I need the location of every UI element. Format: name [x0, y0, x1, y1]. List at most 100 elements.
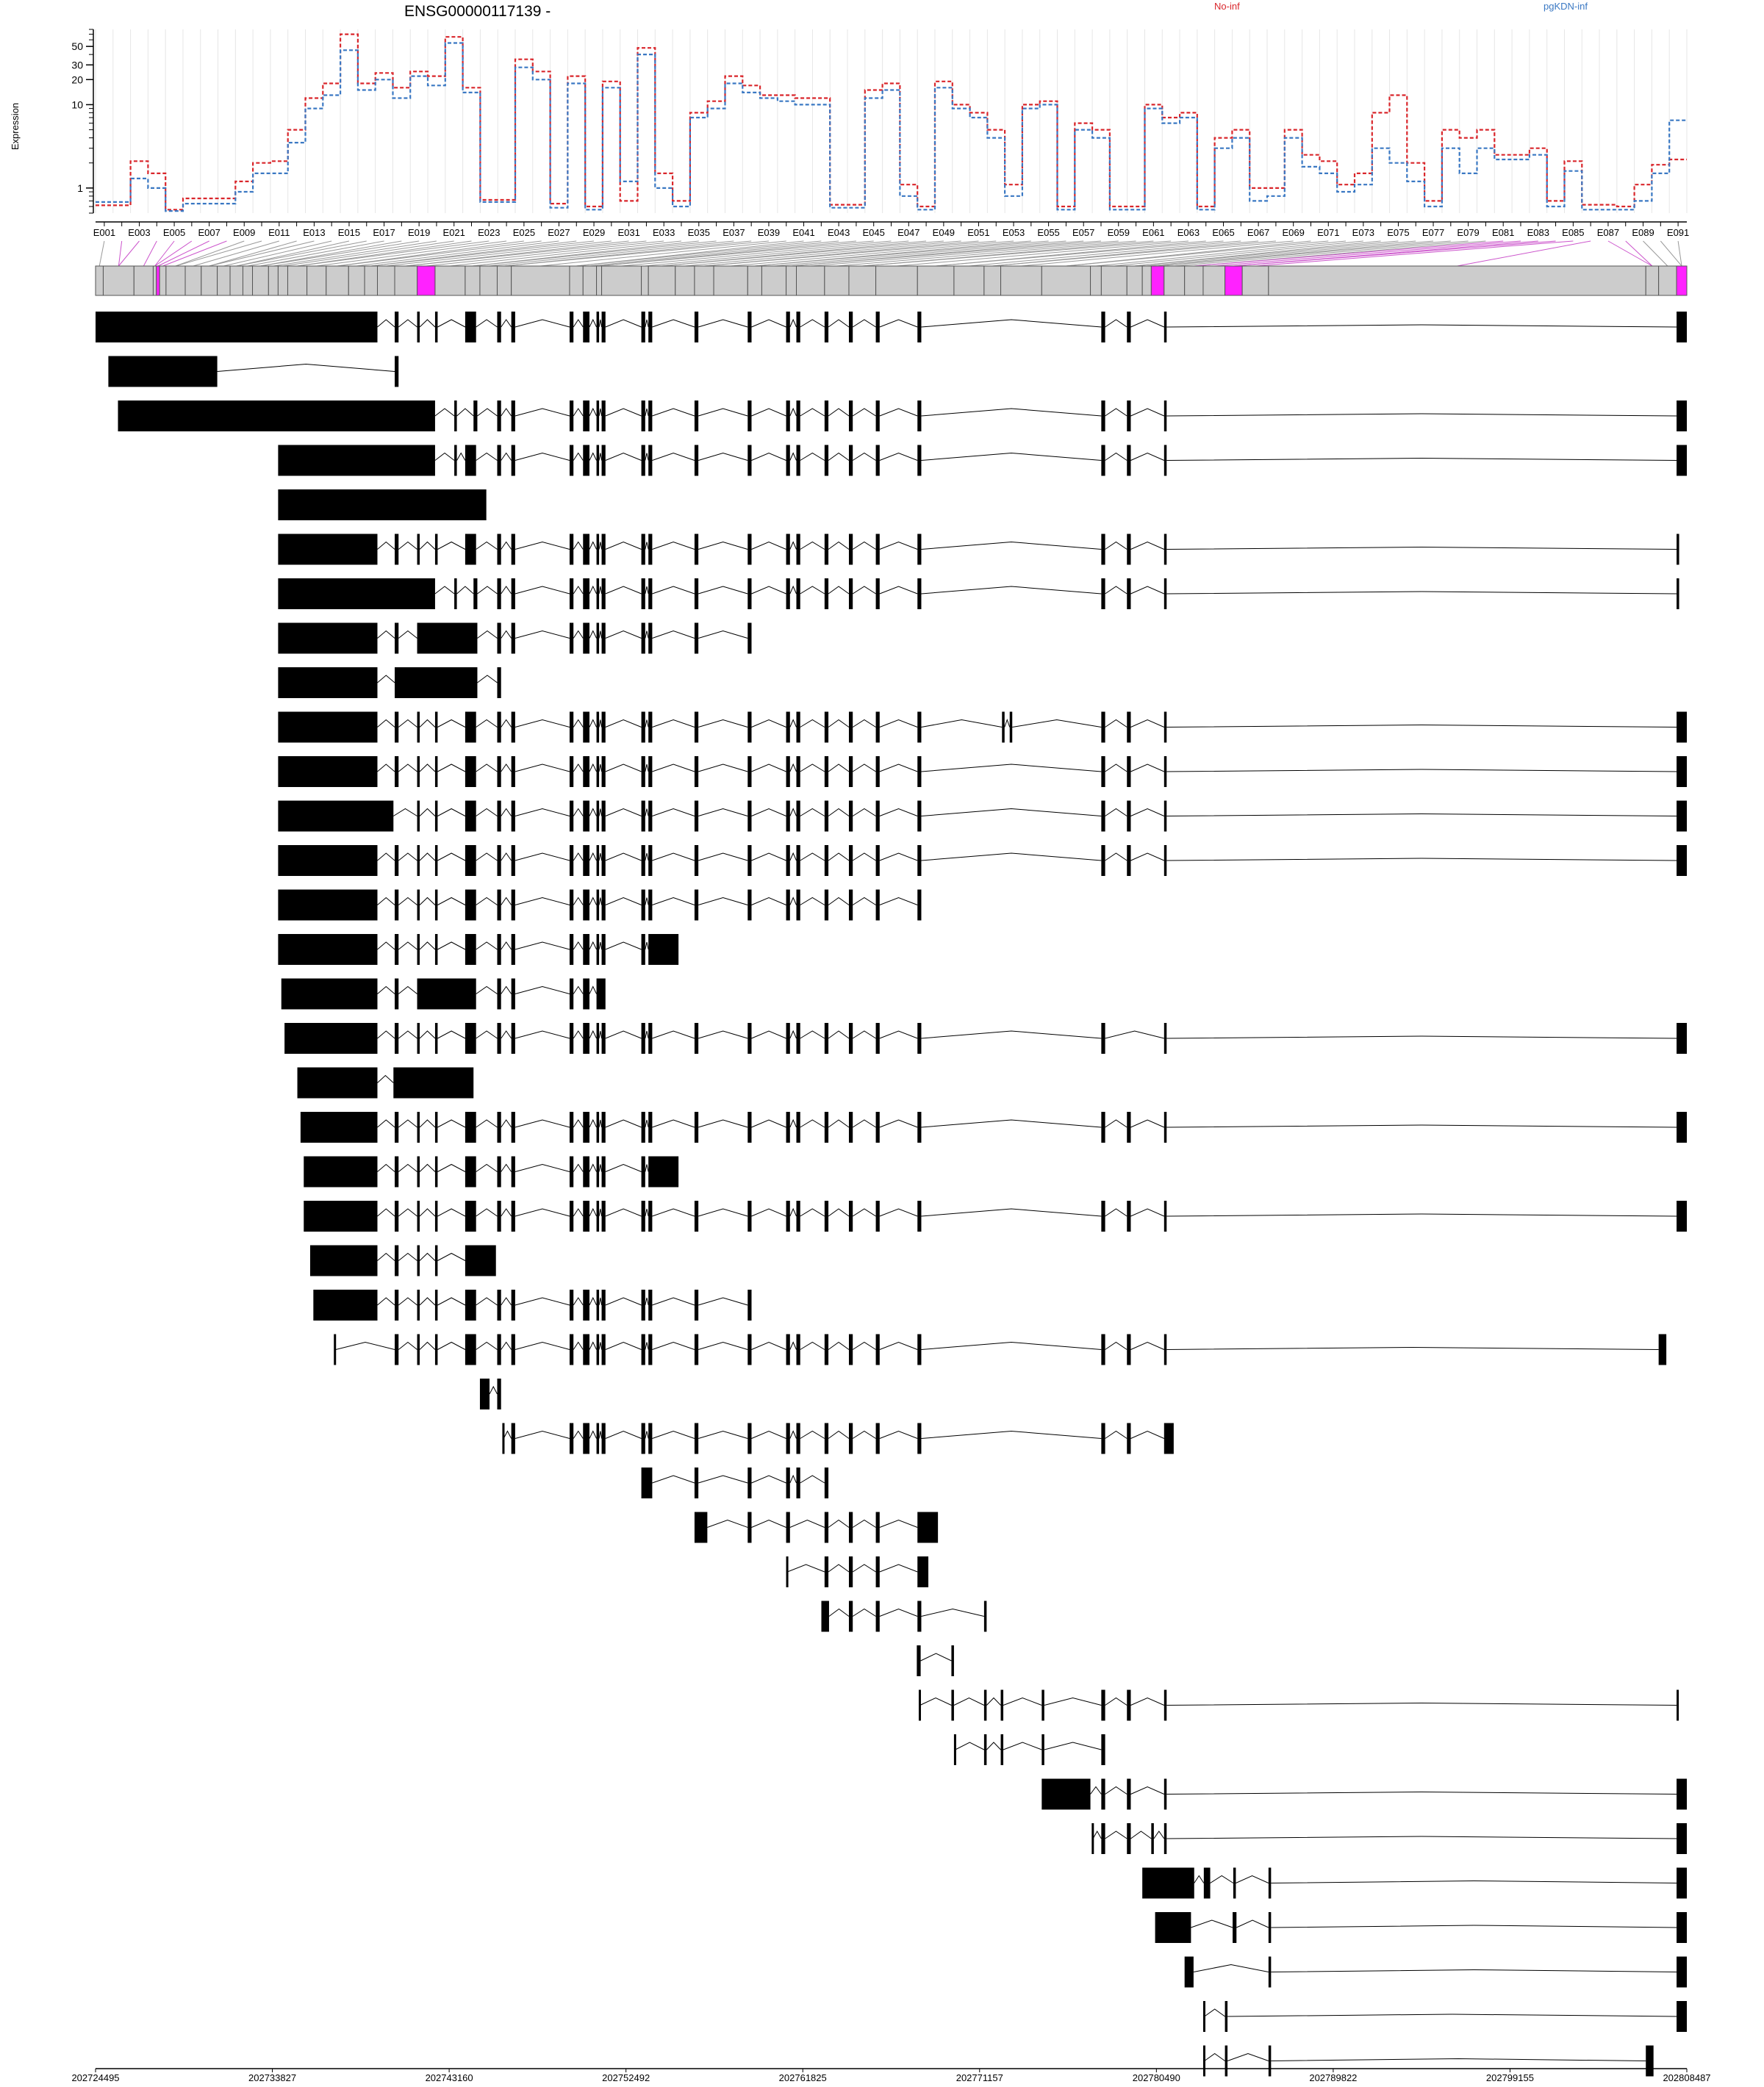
transcript-intron	[645, 719, 649, 728]
transcript-intron	[1105, 808, 1127, 816]
legend-entry-pgkdn-inf: pgKDN-inf	[1544, 1, 1588, 12]
transcript-intron	[501, 764, 512, 772]
gene-model-bin	[306, 265, 327, 296]
exon-connector	[337, 240, 542, 267]
transcript-exon	[417, 889, 420, 921]
transcript-exon	[824, 1512, 829, 1543]
transcript-intron	[921, 719, 1003, 728]
exon-connector	[175, 240, 245, 267]
gene-model-bin	[277, 265, 288, 296]
gene-model-bin	[326, 265, 349, 296]
transcript-exon	[511, 1423, 515, 1454]
transcript-intron	[1105, 719, 1127, 728]
gene-model-bin	[156, 265, 160, 296]
transcript-exon	[601, 845, 606, 876]
transcript-exon	[601, 578, 606, 609]
exon-connector	[406, 240, 647, 267]
exon-label: E051	[967, 227, 989, 238]
transcript-intron	[419, 941, 436, 950]
transcript-intron	[852, 897, 876, 905]
transcript-exon	[824, 756, 829, 787]
transcript-exon	[1101, 1112, 1105, 1143]
transcript-exon	[848, 1512, 853, 1543]
transcript-intron	[1003, 1742, 1042, 1750]
transcript-exon	[1233, 1912, 1237, 1943]
transcript-exon	[596, 622, 600, 654]
transcript-exon	[875, 312, 880, 342]
transcript-exon	[641, 934, 645, 965]
exon-label: E059	[1108, 227, 1130, 238]
transcript-exon	[824, 445, 829, 476]
transcript-exon	[648, 711, 653, 743]
transcript-exon	[465, 1290, 476, 1321]
transcript-intron	[598, 1208, 603, 1217]
transcript-exon	[583, 1423, 589, 1454]
transcript-intron	[377, 852, 395, 861]
exon-connector	[118, 240, 140, 267]
transcript-exon	[648, 1290, 653, 1321]
transcript-intron	[377, 1163, 395, 1172]
y-axis-label: Expression	[10, 103, 21, 150]
transcript-exon	[601, 800, 606, 832]
transcript-intron	[645, 1164, 649, 1172]
transcript-exon	[417, 978, 476, 1010]
transcript-exon	[747, 1512, 752, 1543]
exon-connector	[645, 240, 909, 267]
transcript-intron	[1105, 541, 1127, 550]
transcript-exon	[796, 445, 800, 476]
transcript-exon	[641, 1201, 645, 1232]
exon-connector	[247, 240, 384, 267]
transcript-intron	[852, 1030, 876, 1039]
exon-label: E069	[1283, 227, 1305, 238]
gene-model-bin	[1141, 265, 1152, 296]
transcript-intron	[1191, 1919, 1233, 1928]
exon-label: E087	[1597, 227, 1619, 238]
transcript-exon	[465, 800, 476, 832]
transcript-exon	[648, 889, 653, 921]
transcript-intron	[573, 764, 584, 772]
transcript-exon	[497, 622, 501, 654]
y-tick-label: 10	[71, 98, 83, 110]
transcript-exon	[569, 534, 574, 565]
transcript-exon	[511, 800, 515, 832]
transcript-exon	[796, 312, 800, 342]
gene-model-bin	[165, 265, 186, 296]
gene-model-bin	[786, 265, 797, 296]
chart-title: ENSG00000117139 -	[404, 3, 551, 20]
transcript-exon	[1646, 2045, 1654, 2077]
transcript-intron	[419, 541, 436, 550]
transcript-exon	[1041, 1778, 1091, 1810]
exon-connector	[273, 240, 437, 267]
transcript-intron	[437, 1341, 466, 1350]
transcript-intron	[698, 1475, 748, 1484]
transcript-exon	[395, 1290, 399, 1321]
transcript-exon	[1203, 1867, 1211, 1899]
transcript-exon	[1000, 1734, 1004, 1765]
transcript-intron	[419, 852, 436, 861]
transcript-intron	[645, 764, 649, 772]
exon-connector	[223, 240, 332, 267]
transcript-exon	[596, 800, 600, 832]
transcript-exon	[601, 756, 606, 787]
transcript-intron	[501, 985, 512, 994]
transcript-intron	[852, 808, 876, 816]
transcript-exon	[641, 1334, 645, 1365]
transcript-intron	[1271, 1925, 1677, 1928]
exon-connector	[143, 240, 157, 267]
genomic-tick-label: 202761825	[779, 2072, 827, 2083]
transcript-exon	[875, 1512, 880, 1543]
exon-label: E047	[897, 227, 919, 238]
transcript-intron	[921, 319, 1102, 328]
transcript-intron	[645, 1119, 649, 1128]
transcript-exon	[465, 1156, 476, 1188]
transcript-intron	[751, 1341, 786, 1350]
transcript-intron	[879, 1030, 918, 1039]
transcript-intron	[921, 808, 1102, 816]
transcript-intron	[1204, 2052, 1225, 2061]
gene-model-bin	[648, 265, 676, 296]
transcript-exon	[583, 845, 589, 876]
transcript-intron	[698, 808, 748, 816]
transcript-intron	[589, 1030, 598, 1039]
gene-model-bin	[796, 265, 825, 296]
transcript-exon	[601, 1023, 606, 1054]
